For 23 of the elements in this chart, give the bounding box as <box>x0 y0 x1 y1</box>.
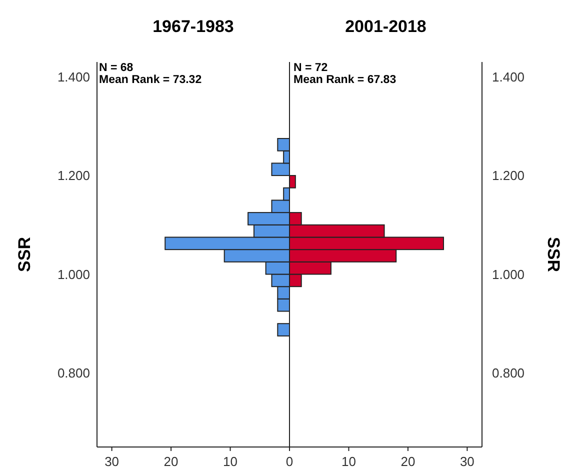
y-tick-label: 1.000 <box>492 266 525 282</box>
y-tick-label: 1.400 <box>57 69 90 84</box>
x-tick-label: 0 <box>286 454 294 469</box>
annotation: N = 68 <box>99 62 134 74</box>
chart-title: 2001-2018 <box>345 17 426 36</box>
y-tick-label: 1.200 <box>492 168 525 184</box>
y-tick-label: 0.800 <box>57 366 90 381</box>
annotation: N = 72 <box>294 62 328 74</box>
y-tick-label: 1.000 <box>57 266 90 282</box>
chart-title: 1967-1983 <box>152 17 234 36</box>
y-axis-title: SSR <box>15 237 34 272</box>
x-tick-label: 10 <box>223 454 238 469</box>
x-tick-label: 10 <box>341 454 356 469</box>
annotation: Mean Rank = 67.83 <box>294 74 396 86</box>
y-tick-label: 1.400 <box>492 69 525 84</box>
x-tick-label: 20 <box>164 454 178 469</box>
x-tick-label: 20 <box>400 454 416 469</box>
y-tick-label: 0.800 <box>492 366 525 381</box>
x-tick-label: 30 <box>460 454 474 469</box>
y-axis-title: SSR <box>544 237 563 272</box>
y-tick-label: 1.200 <box>57 168 90 184</box>
x-tick-label: 30 <box>104 454 120 469</box>
annotation: Mean Rank = 73.32 <box>99 74 202 86</box>
